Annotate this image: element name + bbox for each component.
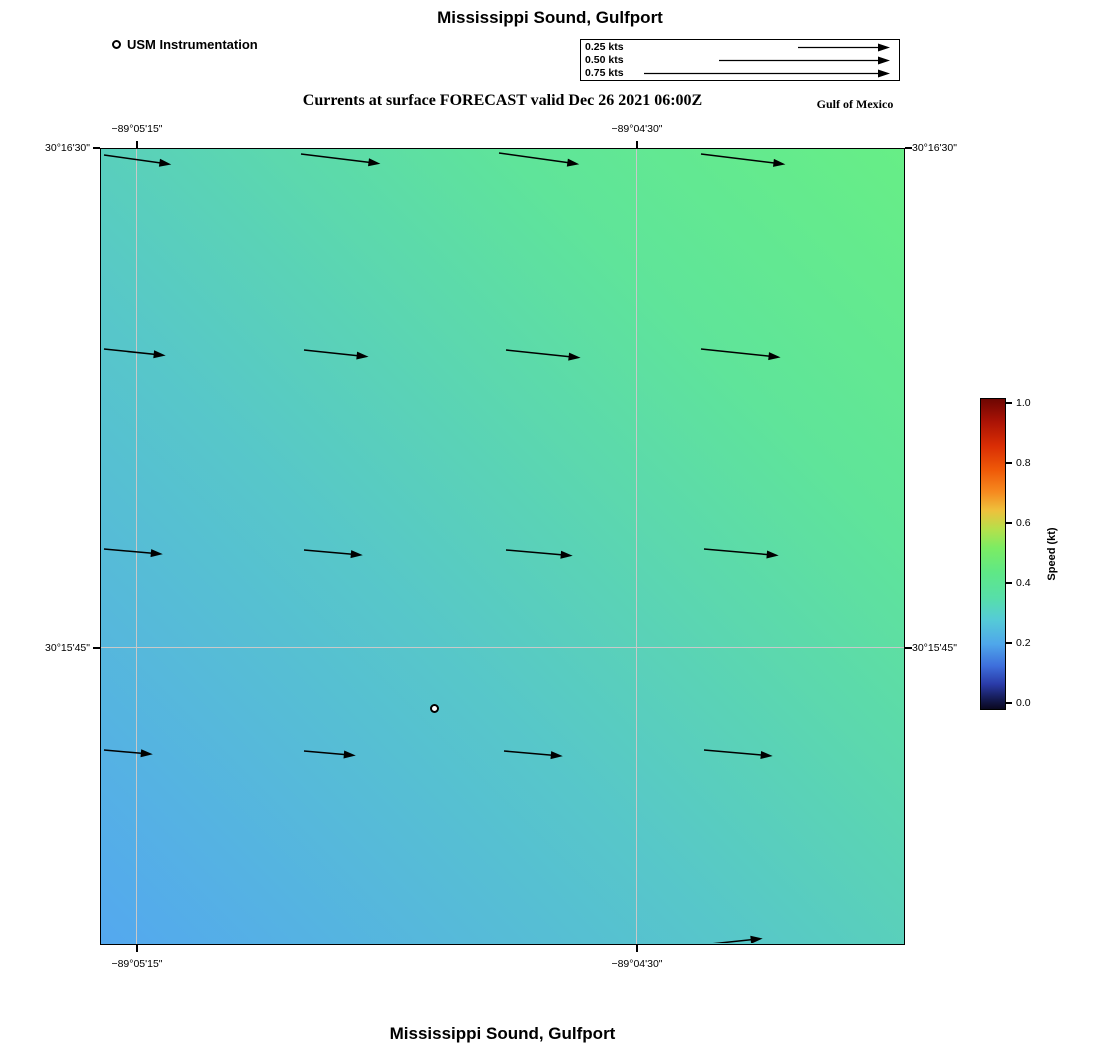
colorbar-tick-label: 0.0 <box>1016 697 1031 709</box>
colorbar-tick-label: 0.2 <box>1016 637 1031 649</box>
scale-label: 0.25 kts <box>585 41 624 53</box>
region-label: Gulf of Mexico <box>816 97 894 111</box>
current-vector <box>700 153 786 167</box>
current-vector <box>703 548 779 559</box>
scale-label: 0.50 kts <box>585 54 624 66</box>
colorbar-tick <box>1006 642 1012 644</box>
current-vector <box>303 349 369 360</box>
map-plot-area <box>100 148 905 945</box>
current-vector <box>103 749 153 758</box>
grid-line-vertical <box>636 149 637 944</box>
current-vector <box>498 152 580 167</box>
station-marker-icon <box>112 40 121 49</box>
x-tick-label-top-left: −89°05'15" <box>111 123 163 135</box>
axis-tick <box>905 147 912 149</box>
station-legend: USM Instrumentation <box>112 37 258 52</box>
colorbar-tick <box>1006 402 1012 404</box>
current-vector <box>503 750 563 760</box>
current-vector <box>300 153 381 167</box>
current-vector <box>700 348 781 361</box>
colorbar-tick-label: 0.4 <box>1016 577 1031 589</box>
vector-scale-legend: 0.25 kts 0.50 kts 0.75 kts <box>580 39 900 81</box>
current-vector <box>798 43 890 52</box>
y-tick-label-left-bottom: 30°15'45" <box>45 642 90 654</box>
current-vector <box>712 935 763 943</box>
x-tick-label-bottom-left: −89°05'15" <box>111 958 163 970</box>
current-vector <box>303 750 356 759</box>
bottom-title: Mississippi Sound, Gulfport <box>389 1024 616 1043</box>
x-tick-label-bottom-right: −89°04'30" <box>611 958 663 970</box>
colorbar-tick <box>1006 582 1012 584</box>
colorbar-tick-label: 1.0 <box>1016 397 1031 409</box>
colorbar-tick <box>1006 702 1012 704</box>
current-vector <box>644 69 890 78</box>
current-vector <box>303 549 363 559</box>
colorbar-tick-label: 0.6 <box>1016 517 1031 529</box>
current-vector <box>103 548 163 558</box>
station-marker <box>430 704 439 713</box>
axis-tick <box>905 647 912 649</box>
axis-tick <box>636 141 638 148</box>
current-vector <box>505 549 573 559</box>
current-vector <box>719 56 890 65</box>
scale-arrow-icon <box>644 69 890 78</box>
scale-legend-row: 0.25 kts <box>581 41 899 54</box>
y-tick-label-left-top: 30°16'30" <box>45 142 90 154</box>
current-vector <box>505 349 581 361</box>
y-tick-label-right-bottom: 30°15'45" <box>912 642 957 654</box>
axis-tick <box>93 647 100 649</box>
colorbar-tick <box>1006 522 1012 524</box>
scale-arrow-icon <box>719 56 890 65</box>
scale-label: 0.75 kts <box>585 67 624 79</box>
station-legend-label: USM Instrumentation <box>127 37 258 52</box>
axis-tick <box>136 141 138 148</box>
colorbar-label: Speed (kt) <box>1046 527 1058 581</box>
current-vector <box>703 749 773 759</box>
current-vector <box>103 348 166 359</box>
y-tick-label-right-top: 30°16'30" <box>912 142 957 154</box>
current-vector <box>103 154 172 167</box>
colorbar-ticks: 1.0 0.8 0.6 0.4 0.2 0.0 <box>1006 397 1052 710</box>
grid-line-vertical <box>136 149 137 944</box>
top-title: Mississippi Sound, Gulfport <box>437 8 663 27</box>
forecast-subtitle: Currents at surface FORECAST valid Dec 2… <box>302 92 703 109</box>
current-vectors-layer <box>103 152 786 943</box>
axis-tick <box>93 147 100 149</box>
axis-tick <box>636 945 638 952</box>
scale-arrow-icon <box>798 43 890 52</box>
scale-legend-row: 0.50 kts <box>581 54 899 67</box>
colorbar-tick-label: 0.8 <box>1016 457 1031 469</box>
x-tick-label-top-right: −89°04'30" <box>611 123 663 135</box>
colorbar-gradient <box>980 398 1006 710</box>
axis-tick <box>136 945 138 952</box>
colorbar-tick <box>1006 462 1012 464</box>
grid-line-horizontal <box>101 647 904 648</box>
scale-legend-row: 0.75 kts <box>581 67 899 80</box>
